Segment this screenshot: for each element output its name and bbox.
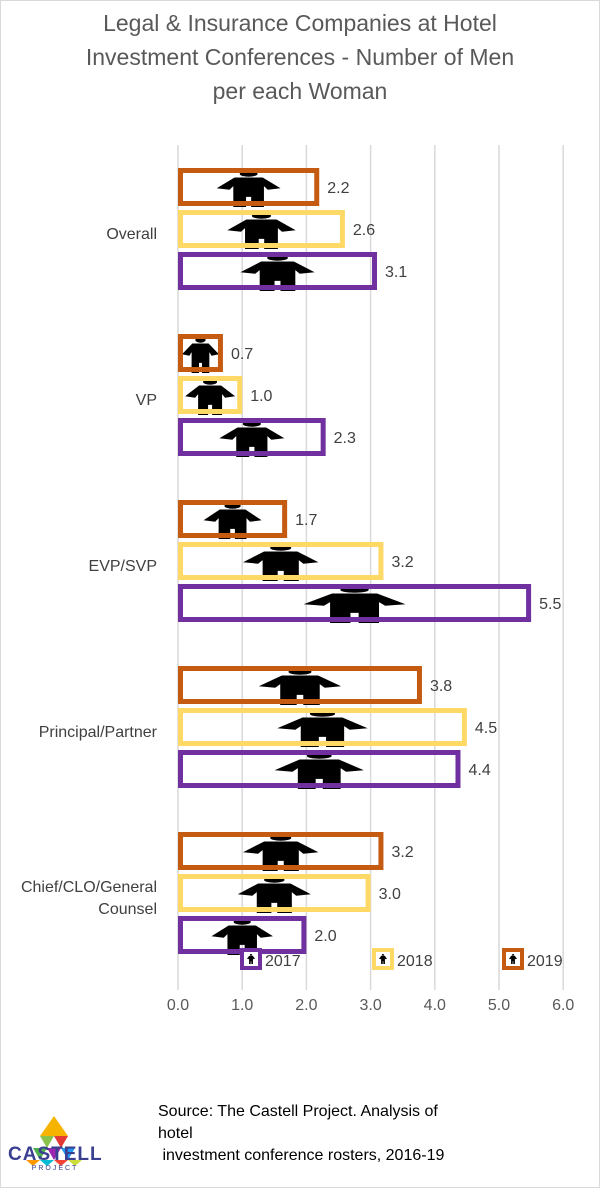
bar-2019: [178, 666, 422, 704]
data-label: 2.6: [353, 222, 375, 239]
bar-2017: [178, 584, 532, 622]
chart-title-line-3: per each Woman: [212, 78, 388, 104]
data-label: 3.8: [430, 678, 452, 695]
x-tick-label: 4.0: [424, 997, 446, 1014]
data-label: 1.0: [250, 388, 272, 405]
x-tick-label: 1.0: [231, 997, 253, 1014]
legend-label: 2019: [527, 953, 563, 970]
bar-2019: [178, 500, 288, 538]
data-label: 4.5: [475, 720, 497, 737]
bar-2018: [178, 708, 467, 746]
category-label: VP: [136, 392, 157, 409]
data-label: 2.3: [334, 430, 356, 447]
data-label: 1.7: [295, 512, 317, 529]
legend-label: 2018: [397, 953, 433, 970]
data-label: 2.2: [327, 180, 349, 197]
data-label: 3.0: [379, 886, 401, 903]
chart-title-line-1: Legal & Insurance Companies at Hotel: [103, 10, 497, 36]
logo-subtitle: PROJECT: [31, 1165, 79, 1172]
bar-chart: 0.0 1.0 2.0 3.0 4.0 5.0 6.0 2.2 2.6 3.1 Overall 0.7…: [21, 145, 574, 1014]
data-label: 4.4: [468, 762, 490, 779]
x-tick-label: 6.0: [552, 997, 574, 1014]
x-tick-label: 2.0: [295, 997, 317, 1014]
data-label: 3.1: [385, 264, 407, 281]
source-line-3: investment conference rosters, 2016-19: [158, 1147, 445, 1164]
bar-2019: [178, 832, 384, 870]
source-line-2: hotel: [158, 1125, 193, 1142]
bar-2018: [178, 542, 384, 580]
legend-figure-icon: [247, 954, 255, 964]
bar-2017: [178, 750, 461, 788]
category-label: Counsel: [98, 901, 157, 918]
x-tick-label: 3.0: [359, 997, 381, 1014]
bar-2018: [178, 376, 243, 414]
x-tick-label: 0.0: [167, 997, 189, 1014]
logo-wordmark: CASTELL: [8, 1144, 103, 1165]
data-label: 2.0: [314, 928, 336, 945]
x-tick-label: 5.0: [488, 997, 510, 1014]
castell-logo-icon: [26, 1116, 82, 1166]
bar-2019: [178, 334, 223, 372]
data-label: 5.5: [539, 596, 561, 613]
bar-2017: [178, 252, 378, 290]
source-note: Source: The Castell Project. Analysis of…: [158, 1101, 518, 1167]
category-label: Principal/Partner: [39, 724, 158, 741]
data-label: 3.2: [391, 844, 413, 861]
chart-title: Legal & Insurance Companies at Hotel Inv…: [20, 6, 580, 108]
legend-figure-icon: [379, 954, 387, 964]
bar-2018: [178, 874, 371, 912]
chart-title-line-2: Investment Conferences - Number of Men: [85, 44, 515, 70]
data-label: 3.2: [391, 554, 413, 571]
bar-2017: [178, 418, 326, 456]
category-label: EVP/SVP: [89, 558, 157, 575]
bar-2019: [178, 168, 320, 206]
bar-2018: [178, 210, 345, 248]
source-line-1: Source: The Castell Project. Analysis of: [158, 1103, 438, 1120]
category-label: Overall: [106, 226, 157, 243]
legend-label: 2017: [265, 953, 301, 970]
data-label: 0.7: [231, 346, 253, 363]
category-label: Chief/CLO/General: [21, 879, 157, 896]
legend-figure-icon: [509, 954, 517, 964]
